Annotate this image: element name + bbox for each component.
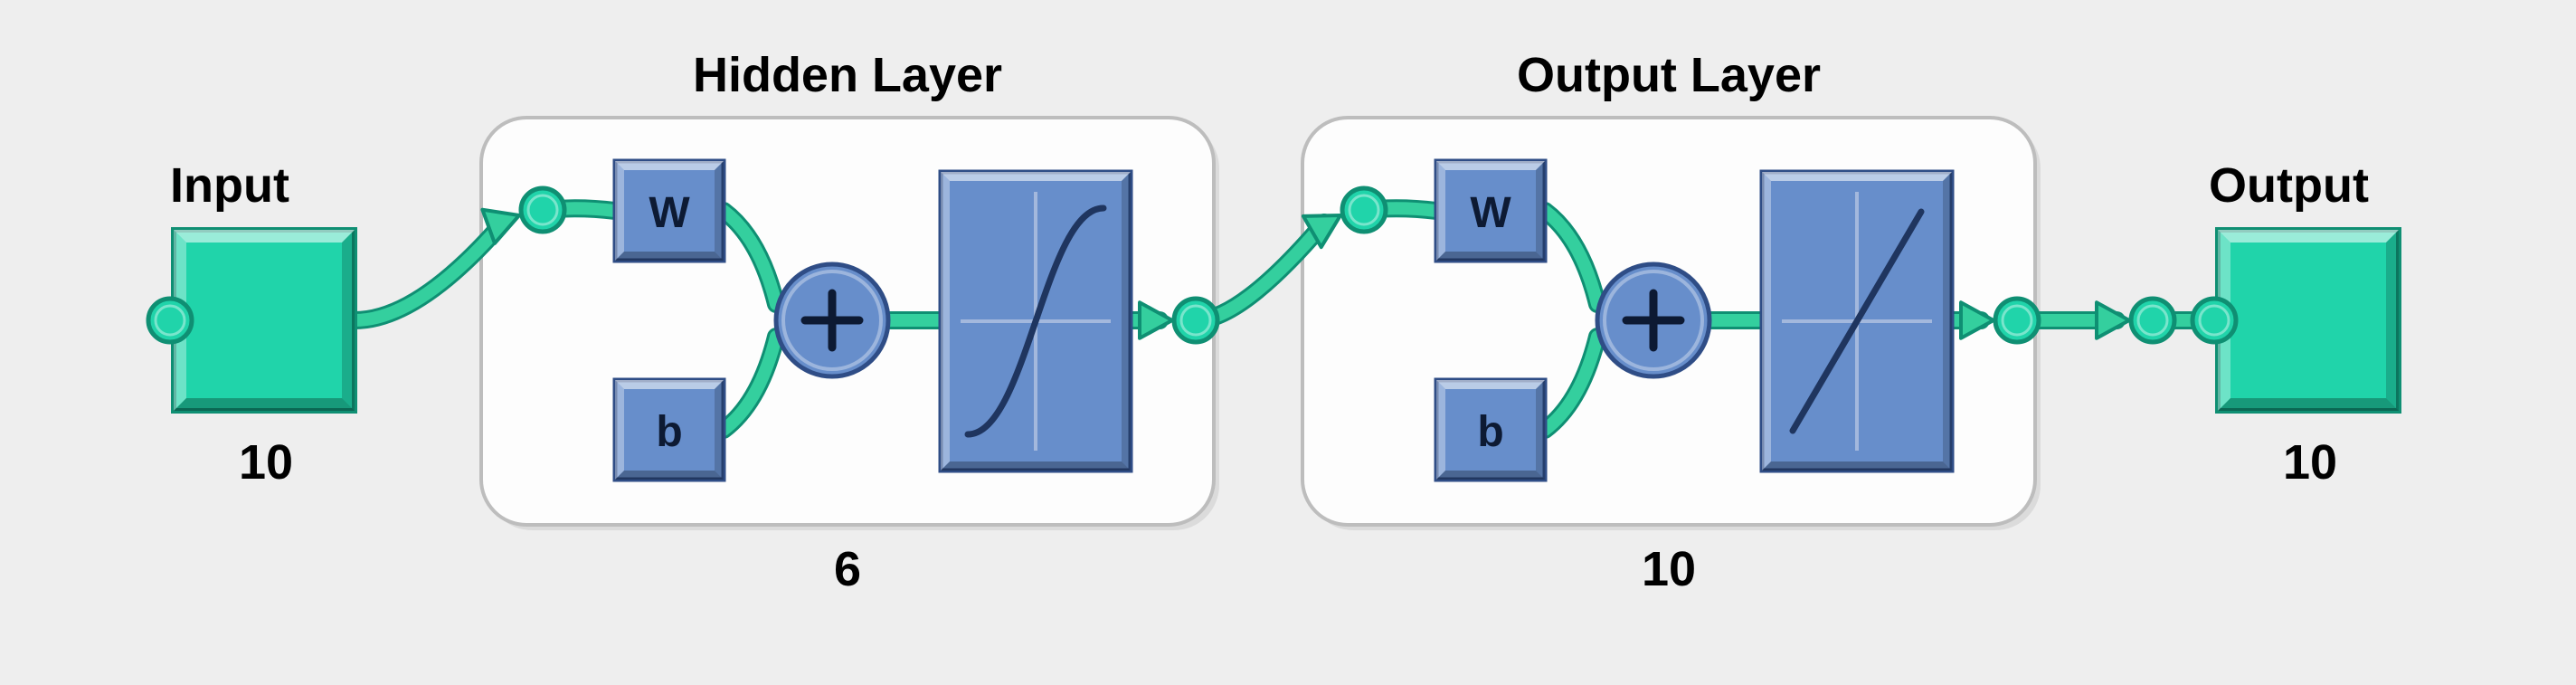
- output-layer-exit-port: [1995, 299, 2039, 342]
- bias-label: b: [656, 408, 682, 456]
- input-title: Input: [170, 157, 289, 214]
- sum-block: [1597, 264, 1709, 376]
- pre-output-port: [2131, 299, 2174, 342]
- nn-diagram-canvas: Wb Wb Input 10 Output 10 Hidden Layer 6 Output L…: [0, 0, 2576, 685]
- sum-block: [776, 264, 888, 376]
- input-port-left: [148, 299, 192, 342]
- input-size: 10: [239, 434, 293, 490]
- output-layer-size: 10: [1642, 541, 1696, 597]
- output-layer-title: Output Layer: [1517, 47, 1821, 103]
- hidden-exit-port: [1174, 299, 1217, 342]
- output-size: 10: [2283, 434, 2337, 490]
- output-port-left: [2192, 299, 2236, 342]
- weight-label: W: [649, 189, 690, 237]
- bias-label: b: [1477, 408, 1503, 456]
- hidden-entry-port: [521, 188, 564, 232]
- output-block: [2218, 230, 2399, 411]
- output-title: Output: [2209, 157, 2369, 214]
- hidden-layer-title: Hidden Layer: [693, 47, 1002, 103]
- arrow-to-midport: [2097, 302, 2129, 338]
- weight-label: W: [1470, 189, 1511, 237]
- hidden-layer-size: 6: [834, 541, 861, 597]
- input-block: [174, 230, 355, 411]
- output-layer-entry-port: [1342, 188, 1386, 232]
